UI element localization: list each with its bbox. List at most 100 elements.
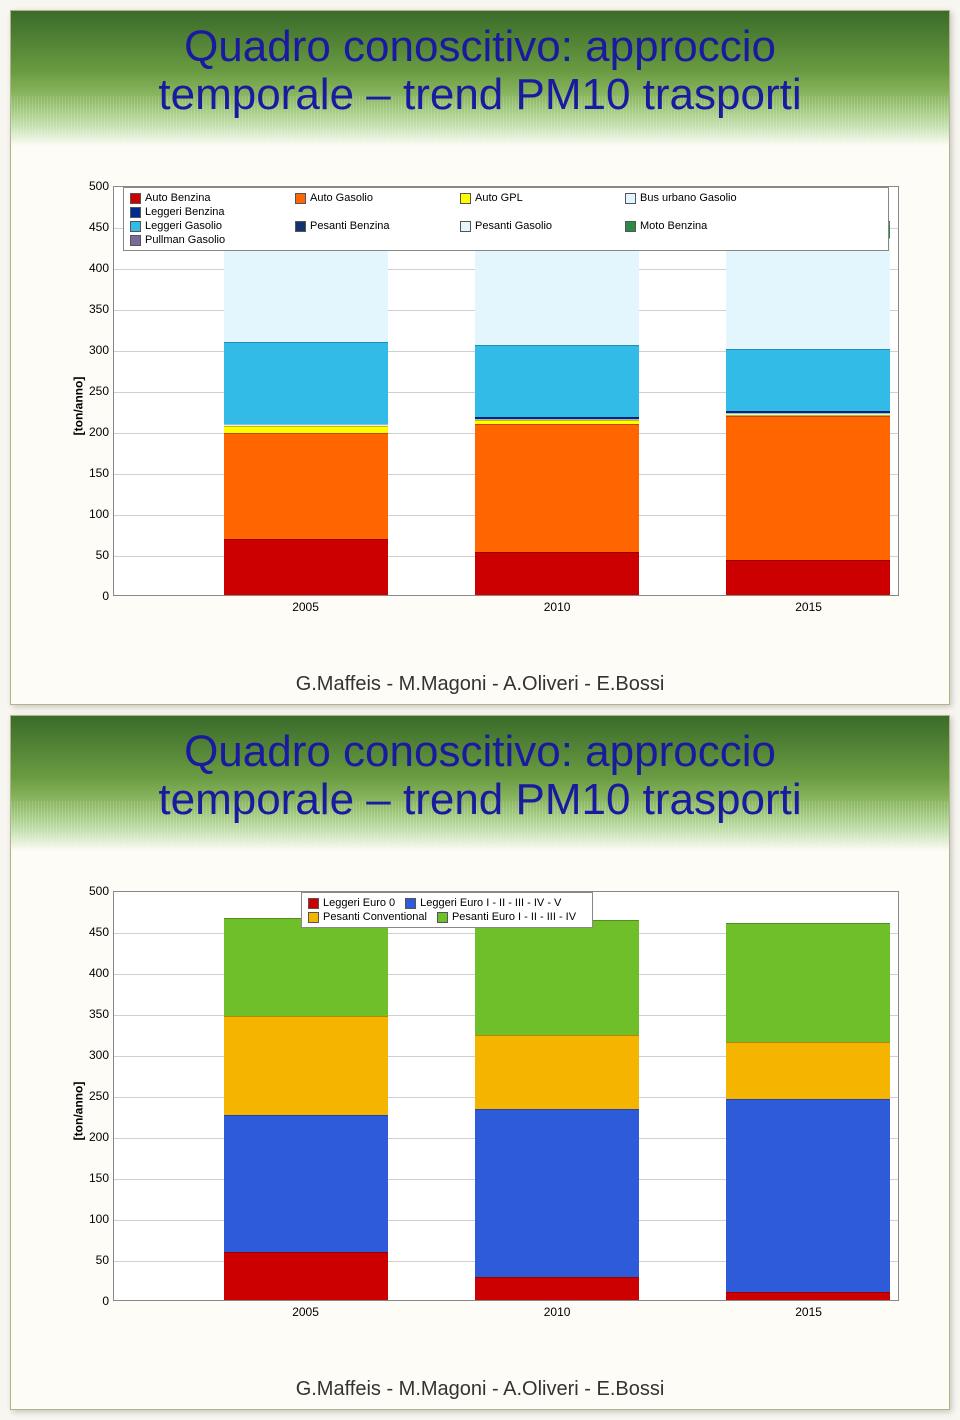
legend-swatch <box>130 193 141 204</box>
legend-swatch <box>130 221 141 232</box>
x-tick-label: 2010 <box>544 600 571 614</box>
segment <box>224 342 389 424</box>
segment <box>475 424 640 552</box>
segment <box>726 560 891 595</box>
legend-item: Leggeri Euro I - II - III - IV - V <box>405 897 561 909</box>
legend-label: Leggeri Gasolio <box>145 220 222 232</box>
chart-area: [ton/anno]050100150200250300350400450500… <box>41 861 919 1361</box>
y-tick-label: 350 <box>81 302 109 316</box>
legend-label: Bus urbano Gasolio <box>640 192 737 204</box>
y-tick-label: 200 <box>81 1130 109 1144</box>
y-tick-label: 200 <box>81 425 109 439</box>
segment <box>224 433 389 540</box>
bar-2005 <box>224 213 389 595</box>
segment <box>475 920 640 1035</box>
y-tick-label: 350 <box>81 1007 109 1021</box>
legend-swatch <box>308 912 319 923</box>
legend-item: Pesanti Benzina <box>295 220 450 232</box>
legend-label: Leggeri Euro 0 <box>323 897 395 909</box>
bar-2010 <box>475 216 640 595</box>
legend-label: Pesanti Euro I - II - III - IV <box>452 911 576 923</box>
y-tick-label: 50 <box>81 548 109 562</box>
legend-label: Pesanti Benzina <box>310 220 390 232</box>
segment <box>726 1292 891 1300</box>
y-tick-label: 400 <box>81 966 109 980</box>
y-tick-label: 250 <box>81 1089 109 1103</box>
slide-footer: G.Maffeis - M.Magoni - A.Oliveri - E.Bos… <box>11 673 949 696</box>
legend-item: Pesanti Gasolio <box>460 220 615 232</box>
y-tick-label: 150 <box>81 1171 109 1185</box>
x-tick-label: 2010 <box>544 1305 571 1319</box>
legend-item: Auto GPL <box>460 192 615 204</box>
segment <box>726 1099 891 1292</box>
legend: Leggeri Euro 0 Leggeri Euro I - II - III … <box>301 892 593 928</box>
y-tick-label: 150 <box>81 466 109 480</box>
x-tick-label: 2005 <box>292 1305 319 1319</box>
segment <box>726 923 891 1042</box>
x-tick-label: 2015 <box>795 600 822 614</box>
y-tick-label: 250 <box>81 384 109 398</box>
y-tick-label: 100 <box>81 1212 109 1226</box>
segment <box>224 1016 389 1114</box>
legend-label: Pullman Gasolio <box>145 234 225 246</box>
legend-swatch <box>295 221 306 232</box>
legend-item: Moto Benzina <box>625 220 780 232</box>
legend-item: Auto Benzina <box>130 192 285 204</box>
segment <box>475 1035 640 1109</box>
segment <box>475 1277 640 1300</box>
y-tick-label: 500 <box>81 179 109 193</box>
slide-title: Quadro conoscitivo: approccio temporale … <box>11 23 949 120</box>
y-tick-label: 450 <box>81 220 109 234</box>
plot-area <box>113 891 899 1301</box>
y-tick-label: 0 <box>81 589 109 603</box>
y-tick-label: 50 <box>81 1253 109 1267</box>
legend-swatch <box>437 912 448 923</box>
chart-area: [ton/anno]050100150200250300350400450500… <box>41 156 919 656</box>
segment <box>224 918 389 1016</box>
segment <box>726 416 891 560</box>
segment <box>224 539 389 595</box>
y-tick-label: 400 <box>81 261 109 275</box>
slide-2: Quadro conoscitivo: approccio temporale … <box>10 715 950 1410</box>
legend-swatch <box>308 898 319 909</box>
segment <box>475 1109 640 1277</box>
segment <box>224 1252 389 1300</box>
legend-row: Auto Benzina Auto Gasolio Auto GPL Bus urba… <box>130 191 882 219</box>
segment <box>726 1042 891 1099</box>
legend-swatch <box>130 235 141 246</box>
legend-item: Pesanti Conventional <box>308 911 427 923</box>
legend-item: Bus urbano Gasolio <box>625 192 780 204</box>
bar-2015 <box>726 221 891 595</box>
legend-row: Leggeri Euro 0 Leggeri Euro I - II - III … <box>308 896 586 910</box>
bar-2005 <box>224 918 389 1300</box>
bar-2015 <box>726 923 891 1300</box>
legend-swatch <box>460 221 471 232</box>
legend-swatch <box>405 898 416 909</box>
legend-label: Auto GPL <box>475 192 523 204</box>
segment <box>726 349 891 411</box>
y-tick-label: 300 <box>81 343 109 357</box>
segment <box>224 1115 389 1253</box>
legend-row: Pesanti Conventional Pesanti Euro I - II … <box>308 910 586 924</box>
legend-label: Leggeri Euro I - II - III - IV - V <box>420 897 561 909</box>
legend-item: Pesanti Euro I - II - III - IV <box>437 911 576 923</box>
y-tick-label: 500 <box>81 884 109 898</box>
legend-swatch <box>625 193 636 204</box>
legend-item: Leggeri Euro 0 <box>308 897 395 909</box>
segment <box>475 552 640 595</box>
legend-swatch <box>625 221 636 232</box>
segment <box>726 238 891 349</box>
legend-label: Auto Gasolio <box>310 192 373 204</box>
legend-swatch <box>295 193 306 204</box>
legend-label: Pesanti Gasolio <box>475 220 552 232</box>
legend-item: Pullman Gasolio <box>130 234 285 246</box>
x-tick-label: 2015 <box>795 1305 822 1319</box>
legend-label: Leggeri Benzina <box>145 206 225 218</box>
legend-label: Moto Benzina <box>640 220 707 232</box>
y-tick-label: 450 <box>81 925 109 939</box>
bar-2010 <box>475 920 640 1300</box>
legend: Auto Benzina Auto Gasolio Auto GPL Bus urba… <box>123 187 889 251</box>
legend-item: Leggeri Gasolio <box>130 220 285 232</box>
slide-1: Quadro conoscitivo: approccio temporale … <box>10 10 950 705</box>
y-tick-label: 100 <box>81 507 109 521</box>
